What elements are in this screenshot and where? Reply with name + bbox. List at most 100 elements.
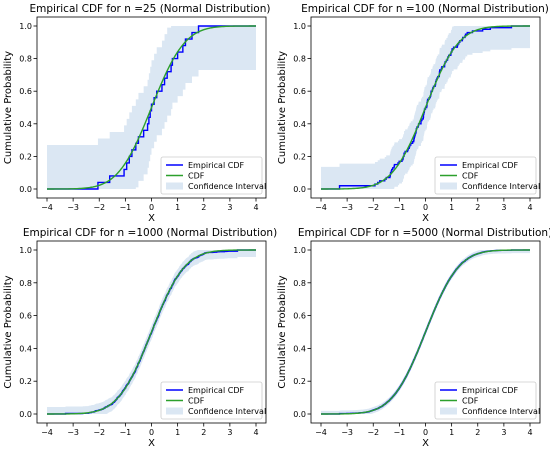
- x-tick-label: −4: [315, 428, 327, 437]
- x-tick-label: 1: [175, 203, 180, 212]
- y-tick-label: 0.4: [293, 120, 306, 129]
- y-axis-label: Cumulative Probability: [3, 275, 14, 388]
- y-tick-label: 0.6: [19, 87, 32, 96]
- legend-entry-cdf: CDF: [188, 397, 205, 406]
- y-axis-label: Cumulative Probability: [3, 51, 14, 164]
- x-tick-label: 4: [253, 428, 258, 437]
- y-tick-label: 0.0: [293, 185, 306, 194]
- x-tick-label: 2: [475, 428, 480, 437]
- y-tick-label: 0.6: [19, 312, 32, 321]
- legend-entry-empirical: Empirical CDF: [462, 386, 518, 395]
- y-tick-label: 0.4: [293, 344, 306, 353]
- normal-cdf-line: [321, 249, 530, 415]
- normal-cdf-line: [321, 25, 530, 190]
- chart-panel-3: −4 −3 −2 −1 0 1 2 3 4 0.0 0.2 0.4 0.6 0.8 1.0 Empirical…: [3, 227, 277, 449]
- y-tick-label: 0.2: [293, 377, 306, 386]
- legend-entry-confidence-swatch: [166, 182, 183, 190]
- x-tick-label: 4: [253, 203, 258, 212]
- x-tick-label: 0: [149, 203, 154, 212]
- legend-box: [160, 156, 263, 195]
- y-tick-label: 0.8: [293, 279, 306, 288]
- legend-entry-confidence: Confidence Interval: [462, 182, 540, 191]
- legend-box: [160, 381, 263, 420]
- legend-entry-confidence-swatch: [440, 182, 457, 190]
- y-tick-label: 0.4: [19, 120, 32, 129]
- y-tick-label: 0.2: [293, 152, 306, 161]
- x-tick-label: −4: [41, 428, 53, 437]
- chart-panel-4: −4 −3 −2 −1 0 1 2 3 4 0.0 0.2 0.4 0.6 0.8 1.0 Empirical…: [277, 227, 550, 449]
- y-tick-label: 0.8: [19, 279, 32, 288]
- chart-title: Empirical CDF for n =25 (Normal Distribu…: [30, 3, 271, 15]
- chart-title: Empirical CDF for n =1000 (Normal Distri…: [23, 227, 277, 239]
- x-tick-label: 2: [201, 203, 206, 212]
- y-tick-label: 1.0: [293, 22, 306, 31]
- legend-entry-empirical: Empirical CDF: [462, 161, 518, 170]
- x-tick-label: 3: [227, 428, 232, 437]
- legend-entry-confidence-swatch: [440, 407, 457, 415]
- x-axis-label: X: [422, 213, 429, 224]
- x-tick-label: 1: [449, 203, 454, 212]
- x-tick-label: −3: [67, 428, 79, 437]
- x-axis-label: X: [422, 438, 429, 449]
- y-axis-label: Cumulative Probability: [277, 51, 288, 164]
- y-tick-label: 1.0: [19, 246, 32, 255]
- x-tick-label: 3: [501, 428, 506, 437]
- x-tick-label: −2: [367, 428, 379, 437]
- legend-entry-cdf: CDF: [188, 172, 205, 181]
- x-tick-label: −3: [67, 203, 79, 212]
- y-tick-label: 0.2: [19, 377, 32, 386]
- x-tick-label: 3: [227, 203, 232, 212]
- x-tick-label: 2: [201, 428, 206, 437]
- x-tick-label: 1: [175, 428, 180, 437]
- y-tick-label: 0.8: [293, 55, 306, 64]
- x-tick-label: −1: [119, 428, 131, 437]
- x-tick-label: −3: [341, 203, 353, 212]
- legend-entry-confidence-swatch: [166, 407, 183, 415]
- legend-entry-cdf: CDF: [462, 172, 479, 181]
- chart-title: Empirical CDF for n =5000 (Normal Distri…: [298, 227, 550, 239]
- x-tick-label: −1: [393, 203, 405, 212]
- chart-panel-2: −4 −3 −2 −1 0 1 2 3 4 0.0 0.2 0.4 0.6 0.8 1.0 Empirical…: [277, 3, 549, 224]
- y-tick-label: 1.0: [293, 246, 306, 255]
- legend-box: [434, 156, 537, 195]
- x-tick-label: 0: [423, 428, 428, 437]
- x-tick-label: 4: [527, 428, 532, 437]
- legend-entry-confidence: Confidence Interval: [188, 182, 266, 191]
- x-tick-label: −2: [93, 203, 105, 212]
- y-tick-label: 0.0: [293, 410, 306, 419]
- x-tick-label: −2: [367, 203, 379, 212]
- y-axis-label: Cumulative Probability: [277, 275, 288, 388]
- x-tick-label: 3: [501, 203, 506, 212]
- x-tick-label: −3: [341, 428, 353, 437]
- y-tick-label: 0.0: [19, 410, 32, 419]
- legend-entry-confidence: Confidence Interval: [188, 407, 266, 416]
- x-tick-label: −4: [315, 203, 327, 212]
- y-tick-label: 0.6: [293, 312, 306, 321]
- y-tick-label: 0.2: [19, 152, 32, 161]
- x-tick-label: 4: [527, 203, 532, 212]
- x-tick-label: −2: [93, 428, 105, 437]
- x-tick-label: 0: [149, 428, 154, 437]
- chart-panel-1: −4 −3 −2 −1 0 1 2 3 4 0.0 0.2 0.4 0.6 0.8 1.0 Empirical…: [3, 3, 270, 224]
- x-tick-label: 0: [423, 203, 428, 212]
- normal-cdf-line: [47, 25, 256, 190]
- y-tick-label: 0.8: [19, 55, 32, 64]
- y-tick-label: 1.0: [19, 22, 32, 31]
- legend-entry-confidence: Confidence Interval: [462, 407, 540, 416]
- x-tick-label: −1: [119, 203, 131, 212]
- x-tick-label: −1: [393, 428, 405, 437]
- x-tick-label: −4: [41, 203, 53, 212]
- chart-title: Empirical CDF for n =100 (Normal Distrib…: [301, 3, 549, 15]
- legend-entry-empirical: Empirical CDF: [188, 161, 244, 170]
- x-axis-label: X: [148, 213, 155, 224]
- x-axis-label: X: [148, 438, 155, 449]
- legend-box: [434, 381, 537, 420]
- y-tick-label: 0.4: [19, 344, 32, 353]
- x-tick-label: 1: [449, 428, 454, 437]
- x-tick-label: 2: [475, 203, 480, 212]
